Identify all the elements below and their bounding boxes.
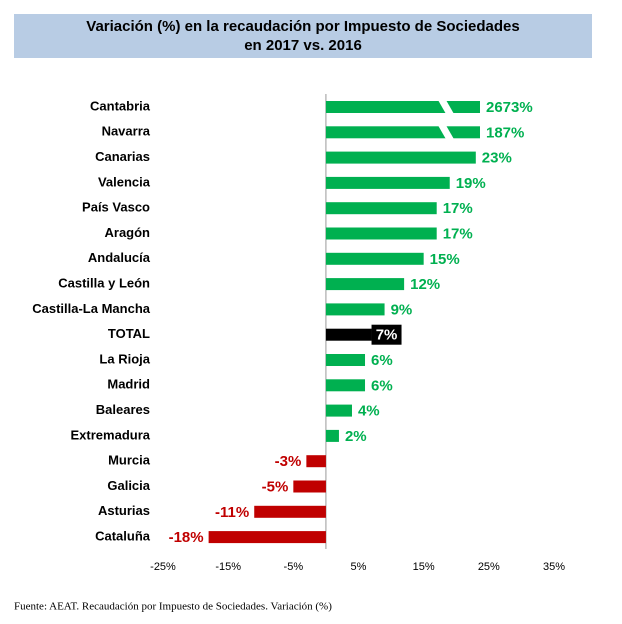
x-tick-label: 35% xyxy=(543,561,565,573)
value-label: 17% xyxy=(443,225,473,242)
y-tick-label: TOTAL xyxy=(108,326,150,341)
y-tick-label: Extremadura xyxy=(71,427,151,442)
bar xyxy=(254,505,326,518)
bar xyxy=(325,176,450,189)
bar xyxy=(293,480,326,493)
value-label: 2673% xyxy=(486,99,533,116)
y-tick-label: Navarra xyxy=(102,124,151,139)
bar xyxy=(325,126,480,139)
y-tick-label: Castilla-La Mancha xyxy=(32,301,151,316)
y-tick-label: Murcia xyxy=(108,453,151,468)
bar xyxy=(325,404,352,417)
bar xyxy=(325,429,339,442)
bar xyxy=(306,455,326,468)
bar xyxy=(325,328,372,341)
axis-break xyxy=(438,100,454,114)
bar xyxy=(325,303,385,316)
x-tick-label: -25% xyxy=(150,561,176,573)
title-box xyxy=(14,14,592,58)
y-tick-label: Cataluña xyxy=(95,529,151,544)
bar xyxy=(325,354,366,366)
value-label: 7% xyxy=(376,327,398,344)
y-tick-label: Galicia xyxy=(107,478,150,493)
y-tick-label: Valencia xyxy=(98,174,151,189)
value-label: 17% xyxy=(443,200,473,217)
bar xyxy=(325,202,437,215)
value-label: 6% xyxy=(371,352,393,369)
bar xyxy=(325,101,480,113)
y-tick-label: Cantabria xyxy=(90,98,151,113)
y-tick-label: Andalucía xyxy=(88,250,151,265)
value-label: -11% xyxy=(215,504,249,521)
value-label: 187% xyxy=(486,124,524,141)
bar xyxy=(325,252,424,265)
value-label: 4% xyxy=(358,403,380,420)
y-tick-label: Madrid xyxy=(107,377,150,392)
x-tick-label: 5% xyxy=(351,561,367,573)
x-tick-label: 25% xyxy=(478,561,500,573)
bar xyxy=(325,278,405,291)
value-label: 9% xyxy=(391,301,413,318)
y-tick-label: Aragón xyxy=(105,225,151,240)
chart-title: en 2017 vs. 2016 xyxy=(244,37,362,54)
y-tick-label: Asturias xyxy=(98,503,150,518)
source-note: Fuente: AEAT. Recaudación por Impuesto d… xyxy=(14,601,332,613)
value-label: -3% xyxy=(275,453,302,470)
value-label: -18% xyxy=(169,529,204,546)
value-label-box xyxy=(371,324,402,345)
y-tick-label: País Vasco xyxy=(82,200,150,215)
chart-title: Variación (%) en la recaudación por Impu… xyxy=(86,18,519,35)
bar xyxy=(325,227,437,240)
x-tick-label: -5% xyxy=(284,561,304,573)
axis-break xyxy=(438,125,454,140)
y-tick-label: Castilla y León xyxy=(58,276,150,291)
value-label: 19% xyxy=(456,175,486,192)
bar xyxy=(325,151,476,164)
value-label: 6% xyxy=(371,377,393,394)
value-label: 12% xyxy=(410,276,440,293)
y-tick-label: La Rioja xyxy=(99,351,150,366)
y-tick-label: Baleares xyxy=(96,402,150,417)
value-label: 15% xyxy=(430,251,460,268)
x-tick-label: 15% xyxy=(413,561,435,573)
x-tick-label: -15% xyxy=(215,561,241,573)
y-tick-label: Canarias xyxy=(95,149,150,164)
value-label: -5% xyxy=(262,478,289,495)
value-label: 2% xyxy=(345,428,367,445)
bar xyxy=(208,531,326,544)
bar xyxy=(325,379,366,392)
value-label: 23% xyxy=(482,150,512,167)
